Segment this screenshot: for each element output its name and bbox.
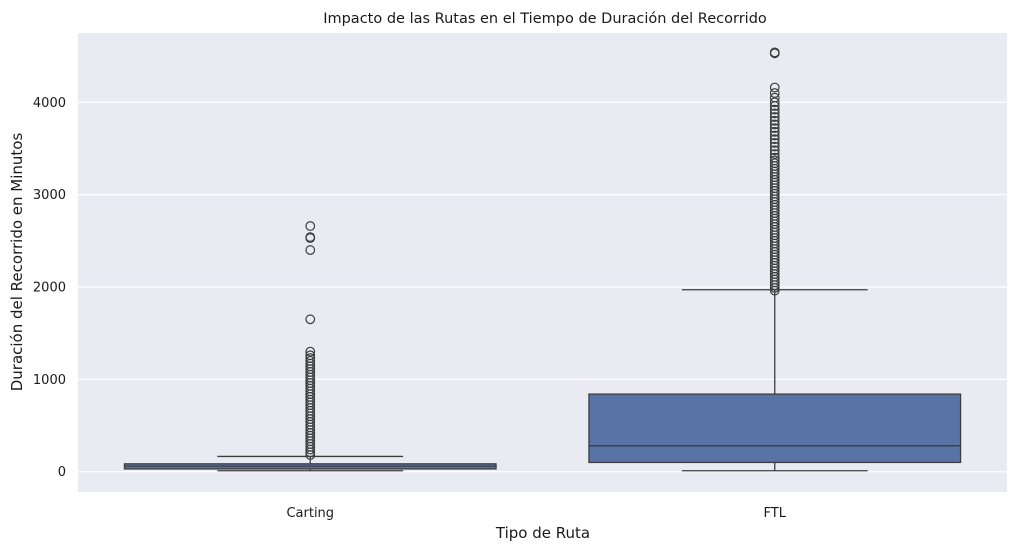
y-axis-ticks: 0 1000 2000 3000 4000 bbox=[33, 96, 66, 480]
outlier-point bbox=[305, 314, 316, 325]
outlier-point bbox=[305, 350, 316, 361]
outlier-point bbox=[769, 155, 780, 166]
outlier-point bbox=[769, 123, 780, 134]
outlier-point bbox=[769, 138, 780, 148]
outlier-point bbox=[769, 108, 780, 119]
outlier-point bbox=[769, 126, 780, 137]
box-group-carting bbox=[123, 221, 497, 472]
outlier-point bbox=[769, 82, 780, 93]
outlier-point bbox=[769, 97, 780, 108]
chart-title: Impacto de las Rutas en el Tiempo de Dur… bbox=[323, 11, 767, 27]
outlier-point bbox=[769, 119, 780, 130]
outlier-point bbox=[305, 353, 316, 363]
outlier-point bbox=[769, 141, 780, 152]
outlier-point bbox=[769, 88, 780, 98]
grid-lines bbox=[78, 101, 1007, 473]
outlier-point bbox=[769, 158, 780, 169]
y-tick-label: 0 bbox=[58, 465, 66, 480]
x-axis-label: Tipo de Ruta bbox=[495, 524, 590, 542]
outlier-point bbox=[769, 92, 780, 103]
outlier-point bbox=[769, 130, 780, 141]
outlier-point bbox=[769, 145, 780, 156]
outlier-point bbox=[305, 232, 316, 243]
y-axis-label: Duración del Recorrido en Minutos bbox=[8, 133, 26, 392]
y-tick-label: 4000 bbox=[33, 96, 66, 111]
outlier-point bbox=[769, 152, 780, 163]
outlier-point bbox=[769, 104, 780, 115]
outlier-point bbox=[305, 245, 316, 255]
outlier-point bbox=[305, 355, 316, 366]
outlier-point bbox=[769, 115, 780, 126]
outlier-point bbox=[769, 149, 780, 159]
y-tick-label: 2000 bbox=[33, 280, 66, 295]
outlier-point bbox=[769, 112, 780, 122]
x-tick-label: Carting bbox=[286, 506, 334, 521]
iqr-box bbox=[588, 393, 962, 464]
outlier-point bbox=[769, 47, 780, 58]
y-tick-label: 1000 bbox=[33, 373, 66, 388]
outlier-point bbox=[305, 346, 316, 357]
outlier-point bbox=[769, 134, 780, 145]
box-group-ftl bbox=[588, 47, 962, 472]
outlier-point bbox=[305, 221, 316, 231]
y-tick-label: 3000 bbox=[33, 188, 66, 203]
x-tick-label: FTL bbox=[764, 506, 787, 521]
x-axis-ticks: Carting FTL bbox=[286, 506, 786, 521]
box-marks bbox=[123, 47, 962, 472]
